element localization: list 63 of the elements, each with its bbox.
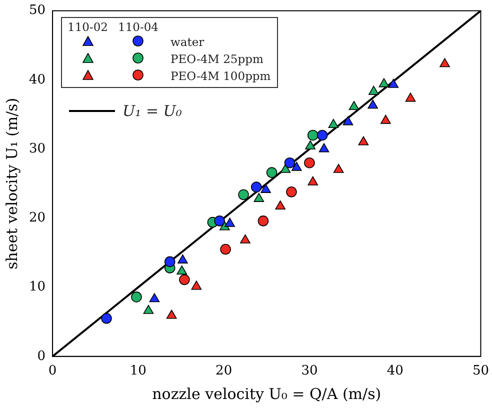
point <box>101 312 112 324</box>
point <box>348 100 360 110</box>
x-tick-label: 50 <box>472 364 489 379</box>
point <box>305 140 316 150</box>
y-tick-label: 40 <box>28 72 46 88</box>
legend-label: PEO-4M 25ppm <box>170 52 264 66</box>
x-tick-label: 20 <box>216 364 232 379</box>
x-axis-title: nozzle velocity U₀ = Q/A (m/s) <box>152 384 382 403</box>
point <box>131 292 142 302</box>
annotation: 110-04 <box>118 20 158 34</box>
point <box>143 304 154 314</box>
point <box>378 78 390 88</box>
point <box>240 234 250 244</box>
point <box>333 164 344 173</box>
point <box>328 118 339 128</box>
point <box>179 274 190 286</box>
point <box>164 256 176 268</box>
y-tick-label: 50 <box>28 3 46 18</box>
point <box>220 244 231 255</box>
point <box>224 218 235 227</box>
annotation: 110-02 <box>68 20 108 34</box>
legend-label: U₁ = U₀ <box>122 102 182 120</box>
point <box>250 182 262 192</box>
x-tick-label: 30 <box>301 364 318 379</box>
y-tick-label: 10 <box>28 280 46 295</box>
point <box>284 157 296 168</box>
point <box>275 200 286 210</box>
x-tick-label: 0 <box>48 364 57 379</box>
point <box>405 92 416 102</box>
point <box>291 162 302 171</box>
point <box>266 167 278 178</box>
legend-label: PEO-4M 100ppm <box>170 69 271 84</box>
x-tick-label: 10 <box>130 364 146 379</box>
point <box>254 192 264 202</box>
point <box>316 130 328 141</box>
y-tick-label: 0 <box>37 348 46 364</box>
point <box>307 130 318 141</box>
point <box>368 100 378 109</box>
point <box>440 58 450 68</box>
point <box>342 116 354 126</box>
point <box>178 254 188 264</box>
point <box>308 176 318 186</box>
point <box>280 164 291 173</box>
point <box>304 157 315 168</box>
point <box>260 184 271 193</box>
point <box>214 216 225 226</box>
point <box>258 216 269 226</box>
y-tick-label: 20 <box>28 210 46 226</box>
point <box>191 280 202 290</box>
point <box>176 265 188 275</box>
legend-label: water <box>170 35 206 50</box>
x-tick-label: 40 <box>386 364 404 379</box>
point <box>368 86 379 95</box>
point <box>358 136 369 146</box>
point <box>166 310 177 319</box>
point <box>149 293 160 302</box>
point <box>388 78 399 88</box>
y-axis-title: sheet velocity U₁ (m/s) <box>2 98 21 270</box>
point <box>286 186 297 198</box>
point <box>318 143 330 152</box>
point <box>238 189 249 200</box>
point <box>380 114 391 124</box>
y-tick-label: 30 <box>28 141 46 156</box>
